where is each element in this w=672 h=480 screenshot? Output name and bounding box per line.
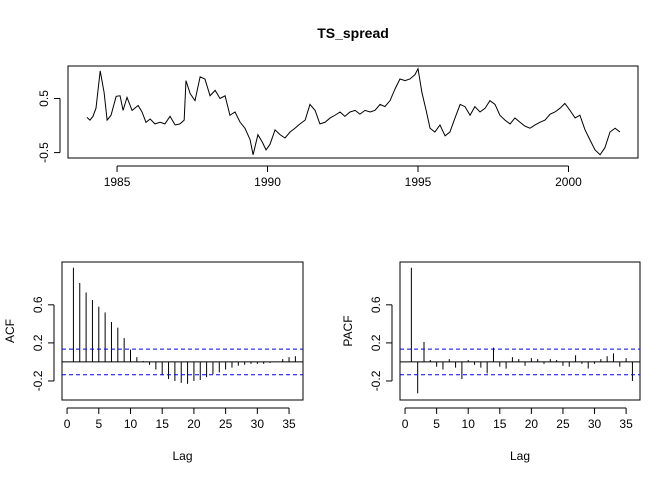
x-tick-label: 35 xyxy=(282,417,296,431)
plot-box xyxy=(61,261,304,401)
x-tick-label: 15 xyxy=(493,417,507,431)
x-tick-label: 0 xyxy=(64,417,71,431)
plot-box xyxy=(399,261,641,401)
x-tick-label: 0 xyxy=(402,417,409,431)
x-tick-label: 10 xyxy=(124,417,138,431)
y-tick-label: 0.2 xyxy=(369,334,383,351)
x-tick-label: 2000 xyxy=(555,175,582,189)
y-axis-label: PACF xyxy=(341,315,355,346)
x-tick-label: 25 xyxy=(219,417,233,431)
y-tick-label: 0.5 xyxy=(37,90,51,107)
y-axis-label: ACF xyxy=(3,319,17,343)
series-line xyxy=(86,67,621,156)
plot-box xyxy=(67,65,639,159)
x-tick-label: 30 xyxy=(588,417,602,431)
x-tick-label: 20 xyxy=(525,417,539,431)
x-axis-label: Lag xyxy=(510,449,530,463)
x-tick-label: 15 xyxy=(156,417,170,431)
x-axis-label: Lag xyxy=(172,449,192,463)
y-tick-label: -0.2 xyxy=(31,370,45,391)
x-tick-label: 5 xyxy=(433,417,440,431)
y-tick-label: -0.2 xyxy=(369,370,383,391)
x-tick-label: 1995 xyxy=(405,175,432,189)
x-tick-label: 25 xyxy=(556,417,570,431)
y-tick-label: 0.6 xyxy=(369,296,383,313)
x-tick-label: 10 xyxy=(462,417,476,431)
x-tick-label: 20 xyxy=(187,417,201,431)
x-tick-label: 1985 xyxy=(104,175,131,189)
x-tick-label: 5 xyxy=(95,417,102,431)
y-tick-label: 0.2 xyxy=(31,334,45,351)
y-tick-label: -0.5 xyxy=(37,142,51,163)
x-tick-label: 30 xyxy=(251,417,265,431)
x-tick-label: 1990 xyxy=(254,175,281,189)
x-tick-label: 35 xyxy=(619,417,633,431)
chart-title: TS_spread xyxy=(317,25,389,41)
y-tick-label: 0.6 xyxy=(31,296,45,313)
